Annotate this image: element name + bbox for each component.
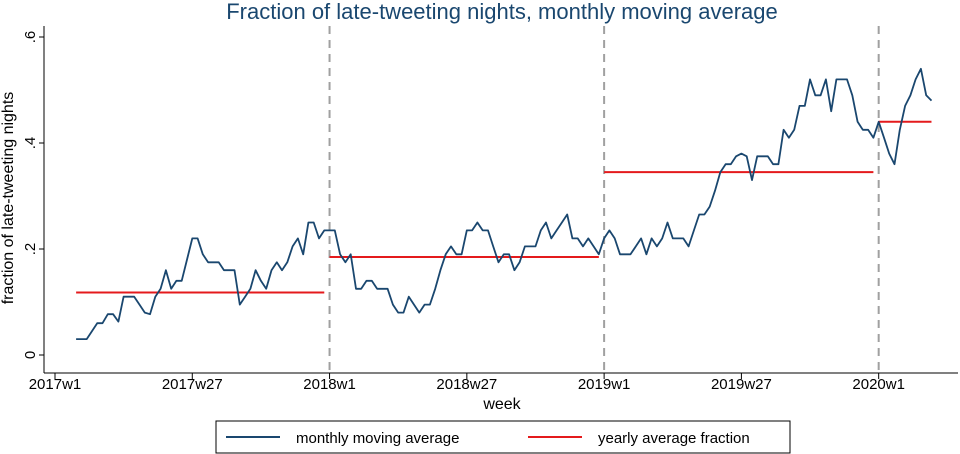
chart-title: Fraction of late-tweeting nights, monthl… [226,0,778,24]
x-tick-label: 2018w1 [303,376,356,393]
x-tick-label: 2017w1 [29,376,82,393]
x-tick-label: 2019w1 [578,376,631,393]
year-boundaries [328,26,880,373]
legend-label-moving-average: monthly moving average [296,430,459,447]
legend: monthly moving average yearly average fr… [215,420,791,454]
yearly-average-series [76,120,932,294]
y-tick-label: .6 [22,31,39,44]
y-axis-title: fraction of late-tweeting nights [0,92,17,305]
x-tick-label: 2020w1 [852,376,905,393]
plot-frame [43,26,958,374]
moving-average-line [76,67,933,341]
y-tick-label: .2 [22,243,39,256]
x-tick-label: 2018w27 [436,376,497,393]
moving-average-series [76,67,933,341]
x-tick-label: 2019w27 [711,376,772,393]
y-tick-label: 0 [22,351,39,359]
y-axis: 0 .2 .4 .6 [22,31,44,359]
legend-box [215,420,791,454]
x-axis: 2017w1 2017w27 2018w1 2018w27 2019w1 2019w27 2… [29,373,905,393]
legend-label-yearly-average: yearly average fraction [598,430,750,447]
x-tick-label: 2017w27 [162,376,223,393]
x-axis-title: week [482,396,521,413]
y-tick-label: .4 [22,137,39,150]
